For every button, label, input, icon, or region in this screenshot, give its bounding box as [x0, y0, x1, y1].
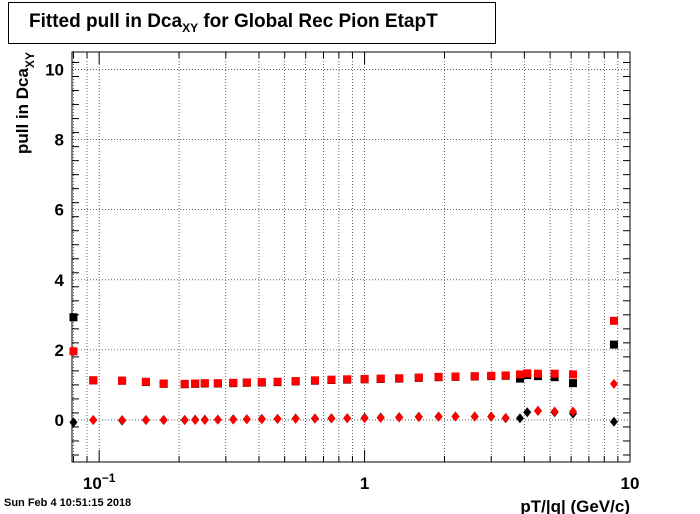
- chart-title: Fitted pull in DcaXY for Global Rec Pion…: [29, 11, 438, 35]
- series-1-point: [609, 340, 618, 349]
- series-2-point: [229, 378, 238, 387]
- series-4-point: [434, 411, 443, 422]
- series-3-point: [515, 413, 524, 424]
- series-2-point: [213, 379, 222, 388]
- series-2-point: [501, 371, 510, 380]
- series-4-point: [550, 406, 559, 417]
- series-2-point: [118, 376, 127, 385]
- series-3-point: [609, 416, 618, 427]
- series-4-point: [141, 414, 150, 425]
- series-2-point: [343, 375, 352, 384]
- series-4-point: [159, 414, 168, 425]
- y-axis-label: pull in DcaXY: [13, 52, 37, 154]
- series-2-point: [414, 373, 423, 382]
- series-2-point: [523, 369, 532, 378]
- series-4-point: [451, 411, 460, 422]
- series-4-point: [273, 413, 282, 424]
- series-2-point: [533, 369, 542, 378]
- timestamp: Sun Feb 4 10:51:15 2018: [4, 497, 132, 509]
- series-2-point: [69, 347, 78, 356]
- series-4-point: [118, 414, 127, 425]
- x-tick-label: 10−1: [83, 471, 116, 493]
- series-2-point: [257, 378, 266, 387]
- x-tick-label: 1: [360, 474, 369, 493]
- data-marks: [69, 313, 618, 428]
- chart-title-box: Fitted pull in DcaXY for Global Rec Pion…: [8, 2, 496, 44]
- series-2-point: [434, 372, 443, 381]
- x-tick-label: 10: [621, 474, 640, 493]
- series-1-point: [515, 374, 524, 383]
- series-1-point: [69, 313, 78, 322]
- series-2-point: [310, 376, 319, 385]
- series-3-point: [523, 407, 532, 418]
- series-2-point: [89, 376, 98, 385]
- series-2-point: [180, 379, 189, 388]
- y-tick-label: 4: [55, 271, 65, 290]
- plot-frame: [71, 51, 631, 463]
- series-4-point: [487, 411, 496, 422]
- series-2-point: [609, 316, 618, 325]
- series-4-point: [343, 413, 352, 424]
- series-4-point: [470, 411, 479, 422]
- series-2-point: [376, 374, 385, 383]
- series-3-point: [69, 417, 78, 428]
- series-4-point: [376, 412, 385, 423]
- axis-ticks: [72, 52, 631, 462]
- series-2-point: [470, 372, 479, 381]
- series-2-point: [360, 374, 369, 383]
- series-2-point: [141, 377, 150, 386]
- grid: [72, 52, 631, 462]
- series-4-point: [609, 378, 618, 389]
- series-1-point: [569, 379, 578, 388]
- y-tick-label: 10: [45, 61, 64, 80]
- series-4-point: [213, 414, 222, 425]
- series-4-point: [414, 412, 423, 423]
- series-4-point: [360, 413, 369, 424]
- series-4-point: [533, 405, 542, 416]
- series-4-point: [257, 414, 266, 425]
- series-2-point: [200, 379, 209, 388]
- series-4-point: [395, 412, 404, 423]
- series-4-point: [89, 414, 98, 425]
- series-4-point: [569, 406, 578, 417]
- series-2-point: [515, 370, 524, 379]
- series-4-point: [191, 414, 200, 425]
- y-tick-label: 8: [55, 131, 64, 150]
- series-2-point: [487, 371, 496, 380]
- tick-labels: 0 2 4 6 8 10 10−1 1 10: [45, 61, 639, 493]
- series-4-point: [180, 414, 189, 425]
- series-2-point: [451, 372, 460, 381]
- series-4-point: [229, 414, 238, 425]
- series-2-point: [291, 377, 300, 386]
- series-2-point: [327, 375, 336, 384]
- series-4-point: [291, 413, 300, 424]
- series-4-point: [242, 414, 251, 425]
- y-tick-label: 6: [55, 201, 64, 220]
- y-tick-label: 0: [55, 411, 64, 430]
- series-2-point: [550, 369, 559, 378]
- series-2-point: [159, 379, 168, 388]
- series-2-point: [191, 379, 200, 388]
- series-4-point: [310, 413, 319, 424]
- series-2-point: [569, 370, 578, 379]
- series-2-point: [242, 378, 251, 387]
- series-4-point: [200, 414, 209, 425]
- y-tick-label: 2: [55, 341, 64, 360]
- x-axis-label: pT/|q| (GeV/c): [520, 497, 630, 514]
- series-4-point: [327, 413, 336, 424]
- series-2-point: [273, 377, 282, 386]
- series-2-point: [395, 374, 404, 383]
- series-4-point: [501, 412, 510, 423]
